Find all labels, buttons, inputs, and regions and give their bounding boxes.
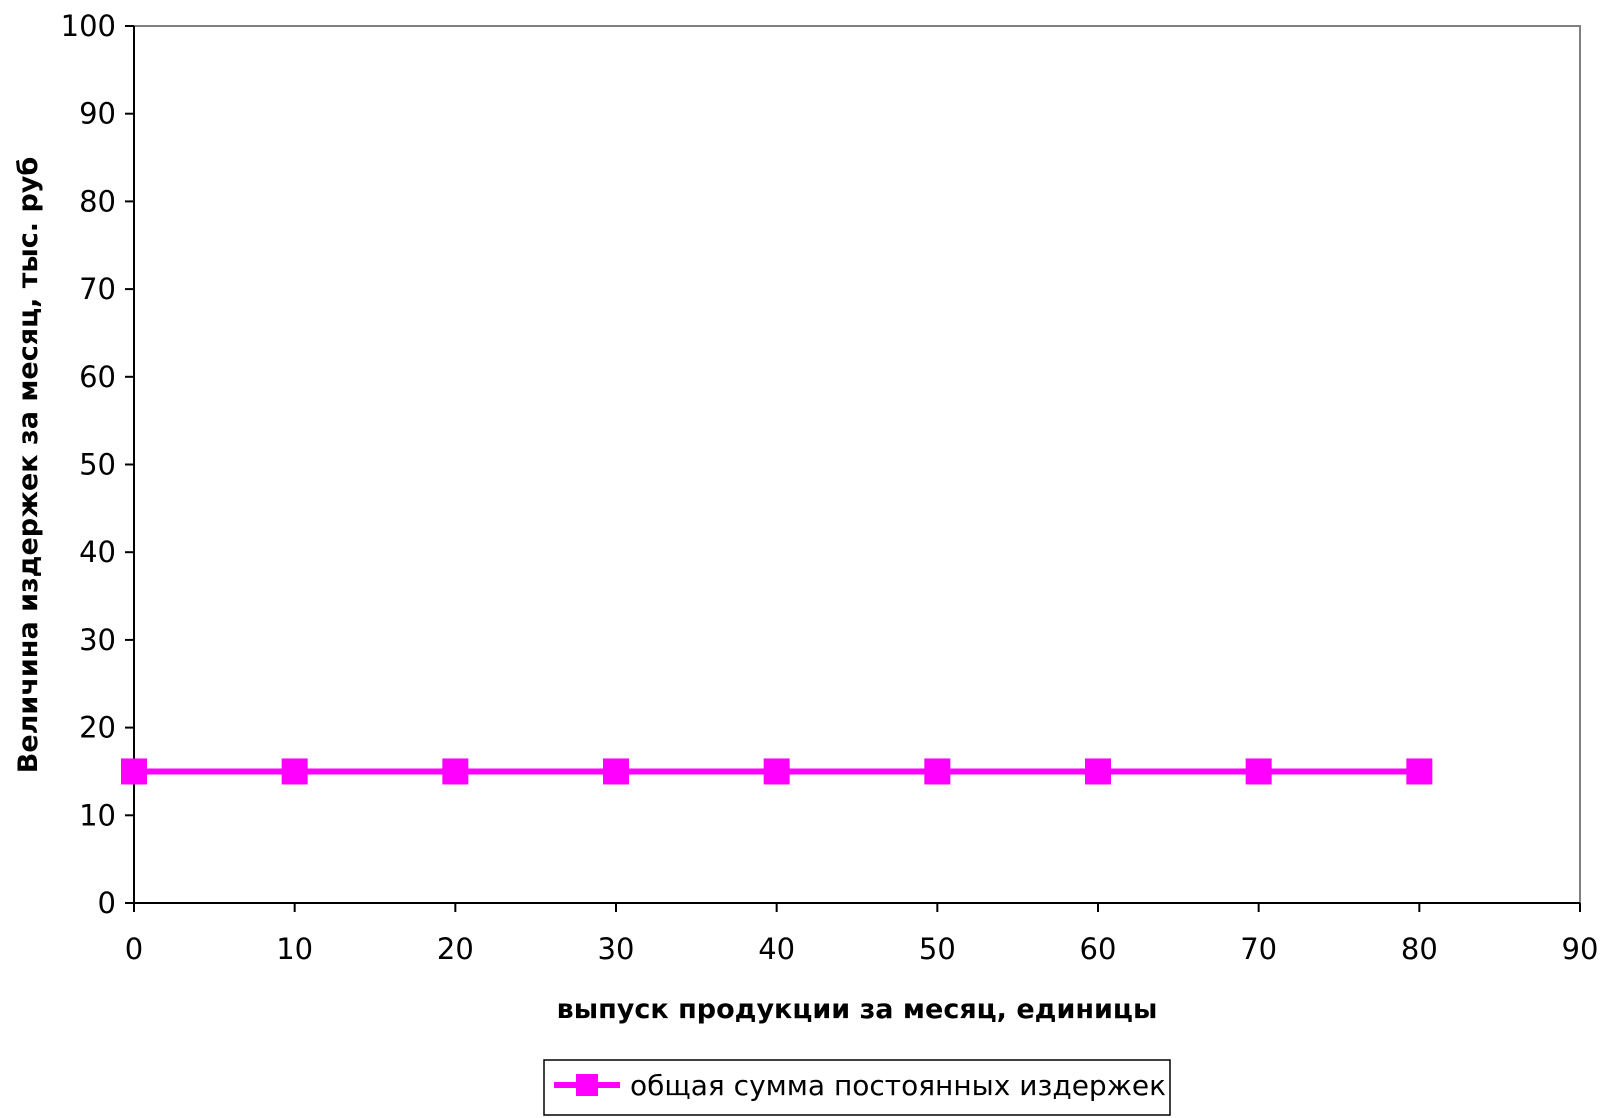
y-axis: 0 10 20 30 40 50 60 70 80 90 100 <box>61 9 135 920</box>
y-tick-label: 20 <box>79 711 116 745</box>
y-tick-label: 10 <box>79 798 116 832</box>
y-tick-label: 90 <box>79 97 116 131</box>
data-point <box>924 758 951 785</box>
plot-area <box>133 25 1581 904</box>
x-tick-label: 0 <box>125 932 143 966</box>
x-tick-label: 90 <box>1562 932 1599 966</box>
x-tick-label: 40 <box>758 932 795 966</box>
legend-series-marker <box>576 1074 598 1096</box>
x-tick-label: 30 <box>598 932 635 966</box>
y-tick-label: 100 <box>61 9 116 43</box>
series-layer <box>121 758 1433 785</box>
data-point <box>1406 758 1433 785</box>
data-point <box>121 758 147 785</box>
data-point <box>603 758 629 785</box>
x-tick-label: 50 <box>919 932 956 966</box>
data-point <box>1085 758 1111 785</box>
x-tick-label: 80 <box>1401 932 1438 966</box>
y-tick-label: 70 <box>79 272 116 306</box>
x-tick-label: 60 <box>1080 932 1117 966</box>
x-tick-label: 70 <box>1240 932 1277 966</box>
y-tick-label: 80 <box>79 184 116 218</box>
data-point <box>763 758 790 785</box>
x-axis-title: выпуск продукции за месяц, единицы <box>557 994 1158 1025</box>
x-tick-label: 10 <box>276 932 313 966</box>
y-tick-label: 60 <box>79 360 116 394</box>
y-axis-title: Величина издержек за месяц, тыс. руб <box>13 157 44 773</box>
legend-box <box>543 1059 1171 1116</box>
data-point <box>281 758 308 785</box>
x-tick-label: 20 <box>437 932 474 966</box>
y-tick-label: 40 <box>79 535 116 569</box>
x-axis: 0 10 20 30 40 50 60 70 80 90 <box>125 902 1599 966</box>
data-point <box>442 758 469 785</box>
legend: общая сумма постоянных издержек <box>543 1059 1171 1116</box>
legend-series-label: общая сумма постоянных издержек <box>630 1069 1166 1102</box>
y-tick-label: 30 <box>79 623 116 657</box>
data-point <box>1245 758 1272 785</box>
y-tick-label: 0 <box>98 886 116 920</box>
y-tick-label: 50 <box>79 448 116 482</box>
